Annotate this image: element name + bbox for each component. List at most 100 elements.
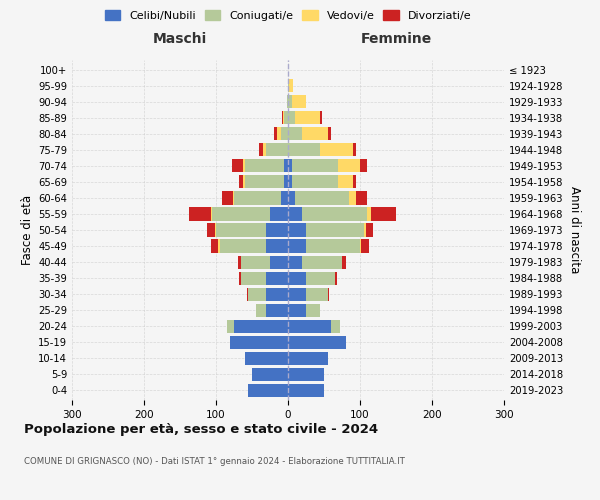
Bar [295,111,320,124]
Bar [277,127,281,140]
Bar [338,176,353,188]
Bar [306,272,335,284]
Bar [230,336,288,349]
Bar [288,352,328,365]
Bar [288,127,302,140]
Bar [238,256,241,268]
Bar [288,256,302,268]
Bar [288,272,306,284]
Bar [367,208,371,220]
Bar [212,208,270,220]
Bar [245,176,284,188]
Y-axis label: Fasce di età: Fasce di età [21,195,34,265]
Bar [288,224,306,236]
Bar [242,176,245,188]
Bar [248,288,266,300]
Bar [284,111,288,124]
Bar [284,160,288,172]
Bar [211,208,212,220]
Bar [256,304,266,317]
Bar [288,192,295,204]
Bar [274,127,277,140]
Bar [252,368,288,381]
Bar [288,143,320,156]
Bar [216,224,266,236]
Bar [283,111,284,124]
Bar [266,240,288,252]
Bar [245,160,284,172]
Bar [289,79,293,92]
Bar [306,288,328,300]
Bar [320,111,322,124]
Bar [288,336,346,349]
Bar [288,288,306,300]
Bar [356,192,367,204]
Bar [328,288,329,300]
Bar [247,288,248,300]
Bar [233,192,234,204]
Text: COMUNE DI GRIGNASCO (NO) - Dati ISTAT 1° gennaio 2024 - Elaborazione TUTTITALIA.: COMUNE DI GRIGNASCO (NO) - Dati ISTAT 1°… [24,458,405,466]
Bar [353,143,356,156]
Bar [360,160,367,172]
Bar [234,320,288,333]
Text: Popolazione per età, sesso e stato civile - 2024: Popolazione per età, sesso e stato civil… [24,422,378,436]
Bar [366,224,373,236]
Bar [288,240,306,252]
Bar [371,208,396,220]
Bar [211,240,218,252]
Bar [302,256,342,268]
Bar [287,95,288,108]
Bar [270,256,288,268]
Bar [342,256,346,268]
Bar [239,176,242,188]
Bar [349,192,356,204]
Bar [281,192,288,204]
Bar [360,240,361,252]
Bar [328,127,331,140]
Bar [295,192,349,204]
Bar [338,160,360,172]
Bar [284,176,288,188]
Bar [361,240,368,252]
Bar [222,192,233,204]
Legend: Celibi/Nubili, Coniugati/e, Vedovi/e, Divorziati/e: Celibi/Nubili, Coniugati/e, Vedovi/e, Di… [100,6,476,25]
Text: Maschi: Maschi [153,32,207,46]
Bar [234,192,281,204]
Bar [190,208,211,220]
Bar [292,176,338,188]
Bar [266,143,288,156]
Bar [232,160,242,172]
Bar [259,143,263,156]
Bar [241,272,266,284]
Bar [288,368,324,381]
Bar [302,127,328,140]
Bar [263,143,266,156]
Bar [292,95,306,108]
Bar [288,384,324,397]
Bar [302,208,367,220]
Bar [245,352,288,365]
Bar [281,127,288,140]
Bar [239,272,241,284]
Bar [227,320,234,333]
Bar [241,256,270,268]
Bar [242,160,245,172]
Bar [266,288,288,300]
Bar [266,272,288,284]
Bar [306,304,320,317]
Bar [288,208,302,220]
Bar [266,304,288,317]
Bar [306,224,364,236]
Bar [270,208,288,220]
Text: Femmine: Femmine [361,32,431,46]
Bar [288,95,292,108]
Bar [220,240,266,252]
Bar [288,160,292,172]
Bar [292,160,338,172]
Y-axis label: Anni di nascita: Anni di nascita [568,186,581,274]
Bar [288,79,289,92]
Bar [364,224,366,236]
Bar [215,224,216,236]
Bar [331,320,340,333]
Bar [320,143,353,156]
